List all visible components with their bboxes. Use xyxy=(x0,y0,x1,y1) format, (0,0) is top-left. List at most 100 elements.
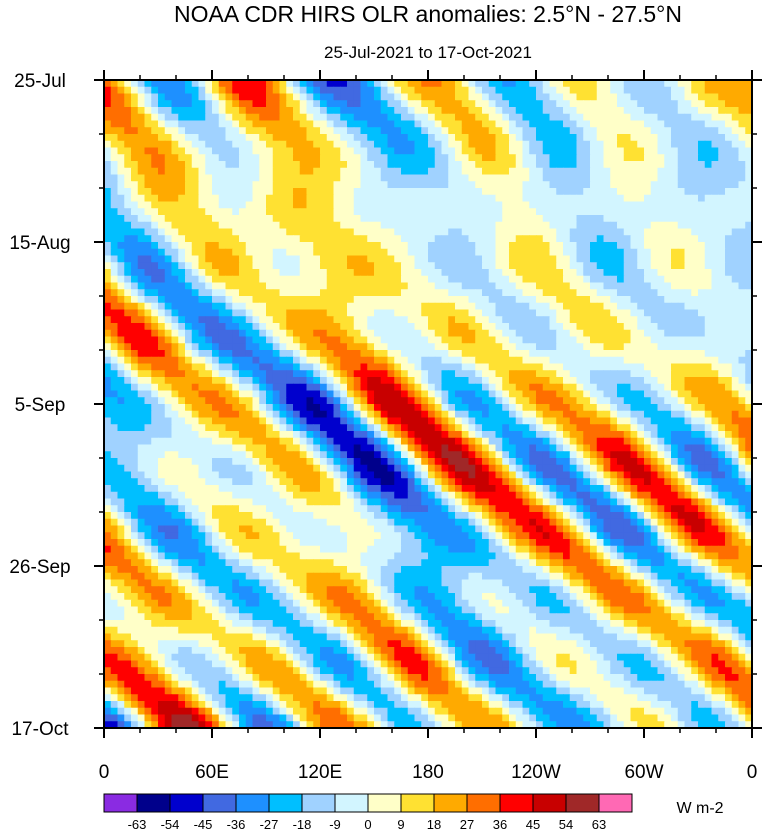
field-cell xyxy=(164,154,173,162)
field-cell xyxy=(245,262,254,270)
field-cell xyxy=(536,127,544,135)
field-cell xyxy=(198,262,206,270)
field-cell xyxy=(704,323,713,331)
field-cell xyxy=(711,404,719,412)
field-cell xyxy=(488,181,497,189)
field-cell xyxy=(509,343,517,351)
field-cell xyxy=(191,255,200,263)
field-cell xyxy=(218,127,227,135)
field-cell xyxy=(144,289,152,297)
field-cell xyxy=(252,147,260,155)
field-cell xyxy=(306,80,314,88)
field-cell xyxy=(232,235,240,243)
field-cell xyxy=(158,80,166,88)
field-cell xyxy=(441,194,449,203)
field-cell xyxy=(718,167,726,176)
field-cell xyxy=(394,350,402,358)
field-cell xyxy=(306,390,314,398)
field-cell xyxy=(401,269,409,277)
field-cell xyxy=(225,269,233,277)
field-cell xyxy=(529,93,537,101)
field-cell xyxy=(239,181,247,189)
field-cell xyxy=(529,228,537,236)
field-cell xyxy=(279,262,287,270)
field-cell xyxy=(380,336,389,344)
field-cell xyxy=(320,350,328,358)
field-cell xyxy=(657,107,665,115)
field-cell xyxy=(104,242,112,250)
field-cell xyxy=(360,289,368,297)
field-cell xyxy=(704,167,713,176)
field-cell xyxy=(495,107,503,115)
field-cell xyxy=(293,228,301,236)
field-cell xyxy=(306,221,314,230)
field-cell xyxy=(630,329,638,338)
field-cell xyxy=(245,201,254,209)
field-cell xyxy=(495,154,503,162)
field-cell xyxy=(536,309,544,317)
field-cell xyxy=(171,343,179,351)
field-cell xyxy=(293,269,301,277)
field-cell xyxy=(482,86,490,95)
field-cell xyxy=(610,181,618,189)
field-cell xyxy=(171,255,179,263)
field-cell xyxy=(252,336,260,344)
field-cell xyxy=(664,336,672,344)
field-cell xyxy=(704,181,713,189)
field-cell xyxy=(164,167,173,176)
field-cell xyxy=(509,215,517,223)
field-cell xyxy=(286,147,294,155)
field-cell xyxy=(563,147,571,155)
field-cell xyxy=(124,377,132,385)
field-cell xyxy=(407,343,416,351)
field-cell xyxy=(677,161,686,169)
field-cell xyxy=(603,329,611,338)
field-cell xyxy=(704,134,713,142)
field-cell xyxy=(677,215,686,223)
field-cell xyxy=(387,174,395,182)
field-cell xyxy=(603,228,611,236)
field-cell xyxy=(583,383,591,392)
field-cell xyxy=(367,134,375,142)
field-cell xyxy=(691,113,699,122)
field-cell xyxy=(731,147,740,155)
field-cell xyxy=(671,201,679,209)
field-cell xyxy=(630,282,638,290)
field-cell xyxy=(583,329,591,338)
field-cell xyxy=(232,302,240,311)
field-cell xyxy=(266,296,274,304)
field-cell xyxy=(475,242,483,250)
field-cell xyxy=(671,86,679,95)
field-cell xyxy=(266,140,274,149)
field-cell xyxy=(218,343,227,351)
field-cell xyxy=(266,167,274,176)
field-cell xyxy=(239,127,247,135)
field-cell xyxy=(360,235,368,243)
field-cell xyxy=(218,350,227,358)
field-cell xyxy=(671,343,679,351)
field-cell xyxy=(212,181,220,189)
field-cell xyxy=(407,208,416,216)
field-cell xyxy=(421,282,429,290)
field-cell xyxy=(515,235,524,243)
field-cell xyxy=(576,147,584,155)
field-cell xyxy=(171,383,179,392)
field-cell xyxy=(367,255,375,263)
field-cell xyxy=(515,370,524,378)
field-cell xyxy=(266,262,274,270)
field-cell xyxy=(698,289,706,297)
field-cell xyxy=(151,404,159,412)
field-cell xyxy=(434,140,443,149)
field-cell xyxy=(725,194,733,203)
field-cell xyxy=(164,397,173,405)
field-cell xyxy=(374,167,382,176)
field-cell xyxy=(185,221,193,230)
field-cell xyxy=(596,208,605,216)
field-cell xyxy=(394,194,402,203)
field-cell xyxy=(252,228,260,236)
field-cell xyxy=(563,356,571,365)
field-cell xyxy=(671,221,679,230)
field-cell xyxy=(725,120,733,128)
field-cell xyxy=(191,350,200,358)
field-cell xyxy=(374,356,382,365)
